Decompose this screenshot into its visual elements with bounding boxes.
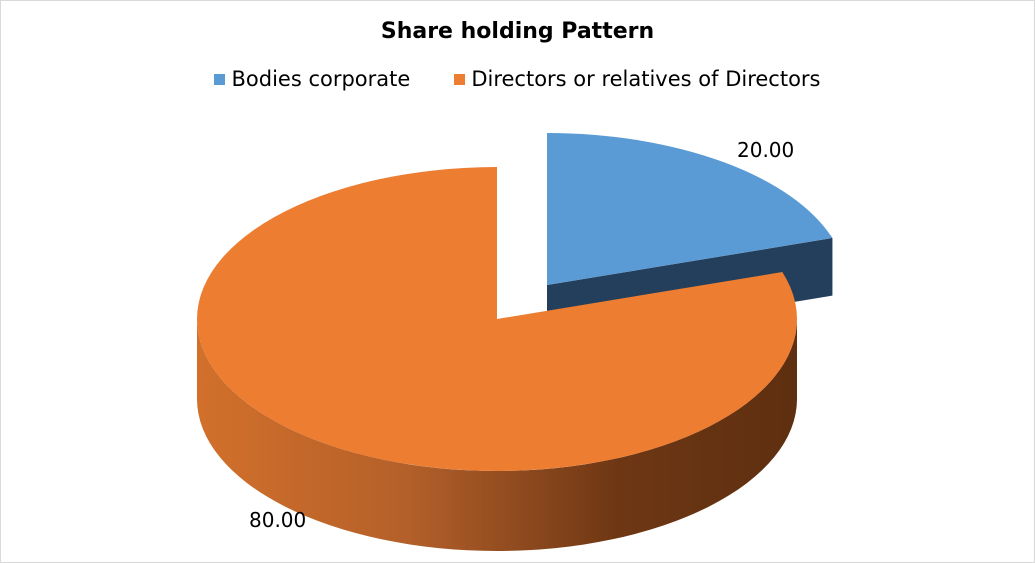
data-label-bodies-corporate: 20.00 [737, 138, 794, 162]
legend-item-bodies-corporate: Bodies corporate [214, 67, 410, 91]
legend-label-bodies-corporate: Bodies corporate [231, 67, 411, 91]
slice-wall-bodies-corporate [830, 235, 833, 296]
data-label-directors: 80.00 [249, 508, 306, 532]
slice-wall-directors [197, 319, 797, 551]
legend-label-directors: Directors or relatives of Directors [471, 67, 821, 91]
pie-slices [197, 133, 833, 551]
legend: Bodies corporate Directors or relatives … [1, 67, 1034, 91]
slice-directors [197, 167, 797, 471]
slice-bodies-corporate [547, 133, 833, 285]
legend-item-directors: Directors or relatives of Directors [454, 67, 821, 91]
legend-swatch-bodies-corporate [214, 73, 226, 85]
chart-title: Share holding Pattern [380, 19, 655, 44]
legend-swatch-directors [454, 73, 466, 85]
